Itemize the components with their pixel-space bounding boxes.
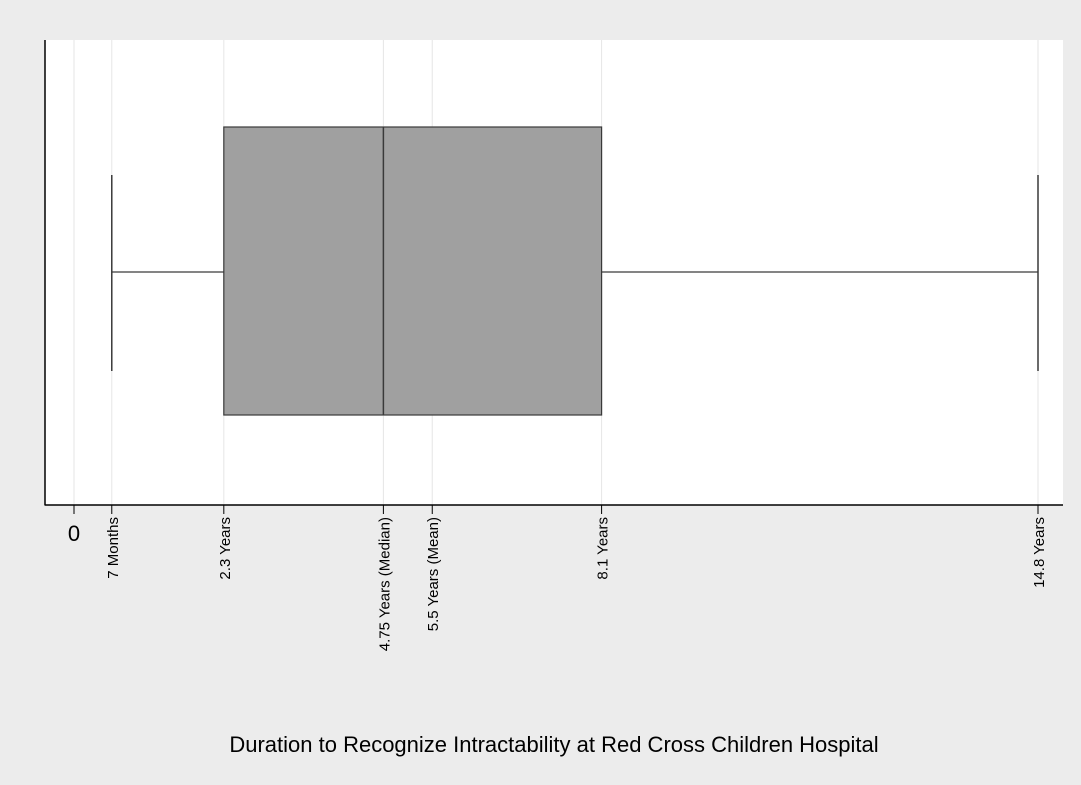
tick-label: 4.75 Years (Median): [376, 517, 393, 651]
tick-label: 2.3 Years: [217, 517, 234, 580]
tick-label: 8.1 Years: [595, 517, 612, 580]
x-axis-title: Duration to Recognize Intractability at …: [229, 732, 878, 757]
interquartile-box: [223, 126, 603, 416]
tick-label: 7 Months: [105, 517, 122, 579]
tick-label: 14.8 Years: [1031, 517, 1048, 588]
tick-label: 5.5 Years (Mean): [425, 517, 442, 631]
box-plot: [111, 126, 1039, 416]
x-axis-ticks: 0 7 Months 2.3 Years 4.75 Years (Median) 5.5…: [68, 505, 1048, 651]
tick-label: 0: [68, 521, 80, 546]
axes: [44, 40, 1063, 506]
